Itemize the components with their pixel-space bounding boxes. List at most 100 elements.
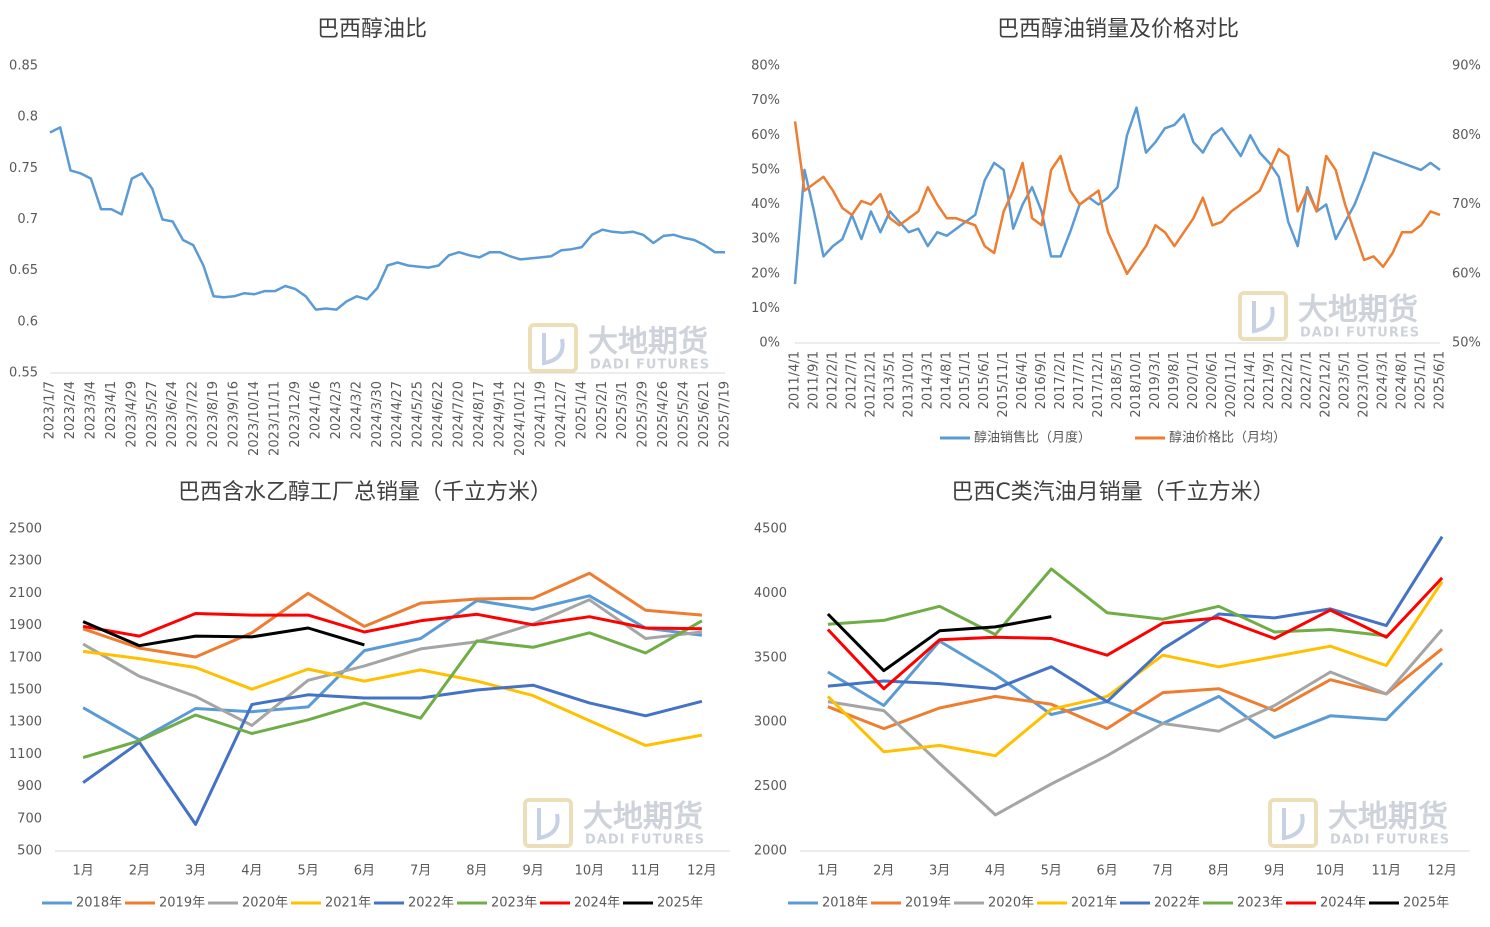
x-tick-label: 3月 bbox=[929, 864, 950, 879]
y-tick-label: 0.55 bbox=[9, 366, 38, 381]
legend-label: 醇油销售比（月度） bbox=[974, 430, 1091, 446]
y-tick-label: 0.85 bbox=[9, 59, 38, 74]
data-line bbox=[49, 126, 725, 311]
x-tick-label: 2014/8/1 bbox=[939, 351, 954, 409]
chart-title: 巴西C类汽油月销量（千立方米） bbox=[951, 480, 1274, 505]
y2-tick-label: 60% bbox=[1452, 266, 1481, 281]
watermark-logo-mark bbox=[542, 333, 565, 366]
x-tick-label: 10月 bbox=[1316, 864, 1346, 879]
watermark-cn: 大地期货 bbox=[583, 800, 703, 835]
watermark-logo bbox=[1268, 798, 1318, 848]
x-tick-label: 4月 bbox=[985, 864, 1006, 879]
x-tick-label: 6月 bbox=[1096, 864, 1117, 879]
y-tick-label: 4000 bbox=[754, 586, 787, 601]
y-tick-label: 2000 bbox=[754, 844, 787, 859]
y-tick-label: 0.65 bbox=[9, 263, 38, 278]
x-tick-label: 12月 bbox=[1427, 864, 1457, 879]
watermark-logo bbox=[528, 323, 578, 373]
watermark-logo-mark bbox=[1252, 301, 1275, 334]
x-tick-label: 2015/11/1 bbox=[996, 351, 1011, 418]
x-tick-label: 2023/3/4 bbox=[83, 381, 98, 439]
x-tick-label: 2025/4/26 bbox=[656, 381, 671, 448]
x-tick-label: 2024/11/9 bbox=[533, 381, 548, 448]
watermark-cn: 大地期货 bbox=[588, 325, 708, 360]
y-tick-label: 40% bbox=[751, 197, 780, 212]
legend-label: 2023年 bbox=[491, 896, 537, 911]
x-tick-label: 10月 bbox=[575, 864, 605, 879]
data-line bbox=[82, 619, 703, 760]
x-tick-label: 2023/4/29 bbox=[124, 381, 139, 448]
data-line bbox=[793, 121, 1441, 276]
chart-title: 巴西醇油比 bbox=[317, 17, 427, 42]
x-tick-label: 2022/2/1 bbox=[1281, 351, 1296, 409]
x-tick-label: 2024/5/25 bbox=[411, 381, 426, 448]
x-tick-label: 2月 bbox=[129, 864, 150, 879]
x-tick-label: 7月 bbox=[1152, 864, 1173, 879]
x-tick-label: 2025/1/1 bbox=[1414, 351, 1429, 409]
legend-label: 2024年 bbox=[1320, 896, 1366, 911]
x-tick-label: 5月 bbox=[1041, 864, 1062, 879]
watermark-en: DADI FUTURES bbox=[585, 833, 705, 848]
x-tick-label: 2月 bbox=[873, 864, 894, 879]
x-tick-label: 7月 bbox=[410, 864, 431, 879]
data-line bbox=[82, 683, 703, 826]
x-tick-label: 2024/12/7 bbox=[554, 381, 569, 448]
x-tick-label: 2020/11/1 bbox=[1224, 351, 1239, 418]
x-tick-label: 8月 bbox=[1208, 864, 1229, 879]
data-line bbox=[82, 620, 365, 648]
watermark-en: DADI FUTURES bbox=[590, 358, 710, 373]
x-tick-label: 2023/9/16 bbox=[227, 381, 242, 448]
y-tick-label: 10% bbox=[751, 301, 780, 316]
y-tick-label: 0.75 bbox=[9, 161, 38, 176]
x-tick-label: 2011/9/1 bbox=[806, 351, 821, 409]
y-tick-label: 30% bbox=[751, 232, 780, 247]
y2-tick-label: 80% bbox=[1452, 128, 1481, 143]
x-tick-label: 2024/10/12 bbox=[513, 381, 528, 456]
x-tick-label: 2024/7/20 bbox=[452, 381, 467, 448]
legend-label: 2018年 bbox=[822, 896, 868, 911]
chart-title: 巴西醇油销量及价格对比 bbox=[997, 17, 1239, 42]
x-tick-label: 2024/3/2 bbox=[349, 381, 364, 439]
y-tick-label: 1500 bbox=[9, 683, 42, 698]
watermark-logo bbox=[1238, 291, 1288, 341]
x-tick-label: 2017/2/1 bbox=[1053, 351, 1068, 409]
y-tick-label: 1900 bbox=[9, 618, 42, 633]
watermark-logo-mark bbox=[537, 808, 560, 841]
y-tick-label: 700 bbox=[17, 811, 42, 826]
legend-label: 2019年 bbox=[159, 896, 205, 911]
x-tick-label: 2025/5/24 bbox=[677, 381, 692, 448]
x-tick-label: 9月 bbox=[522, 864, 543, 879]
legend-label: 2025年 bbox=[657, 896, 703, 911]
x-tick-label: 11月 bbox=[1371, 864, 1401, 879]
data-line bbox=[827, 639, 1444, 740]
y-tick-label: 60% bbox=[751, 128, 780, 143]
x-tick-label: 2025/3/29 bbox=[636, 381, 651, 448]
x-tick-label: 2023/7/22 bbox=[186, 381, 201, 448]
x-tick-label: 2012/12/1 bbox=[863, 351, 878, 418]
x-tick-label: 2013/5/1 bbox=[882, 351, 897, 409]
x-tick-label: 1月 bbox=[72, 864, 93, 879]
y-tick-label: 4500 bbox=[754, 522, 787, 537]
x-tick-label: 2025/6/21 bbox=[697, 381, 712, 448]
x-tick-label: 2023/2/4 bbox=[63, 381, 78, 439]
y-tick-label: 0.8 bbox=[17, 110, 38, 125]
x-tick-label: 2023/5/1 bbox=[1338, 351, 1353, 409]
legend-label: 2024年 bbox=[574, 896, 620, 911]
x-tick-label: 9月 bbox=[1264, 864, 1285, 879]
x-tick-label: 2012/2/1 bbox=[825, 351, 840, 409]
y-tick-label: 3500 bbox=[754, 650, 787, 665]
legend-label: 2018年 bbox=[76, 896, 122, 911]
x-tick-label: 5月 bbox=[297, 864, 318, 879]
legend-label: 醇油价格比（月均） bbox=[1169, 430, 1286, 446]
data-line bbox=[82, 594, 703, 742]
x-tick-label: 2024/8/17 bbox=[472, 381, 487, 448]
y-tick-label: 500 bbox=[17, 844, 42, 859]
x-tick-label: 2020/6/1 bbox=[1205, 351, 1220, 409]
data-line bbox=[827, 628, 1444, 817]
y-tick-label: 0.6 bbox=[17, 314, 38, 329]
x-tick-label: 2023/12/9 bbox=[288, 381, 303, 448]
legend-label: 2022年 bbox=[1154, 896, 1200, 911]
x-tick-label: 12月 bbox=[687, 864, 717, 879]
x-tick-label: 2011/4/1 bbox=[788, 351, 803, 409]
